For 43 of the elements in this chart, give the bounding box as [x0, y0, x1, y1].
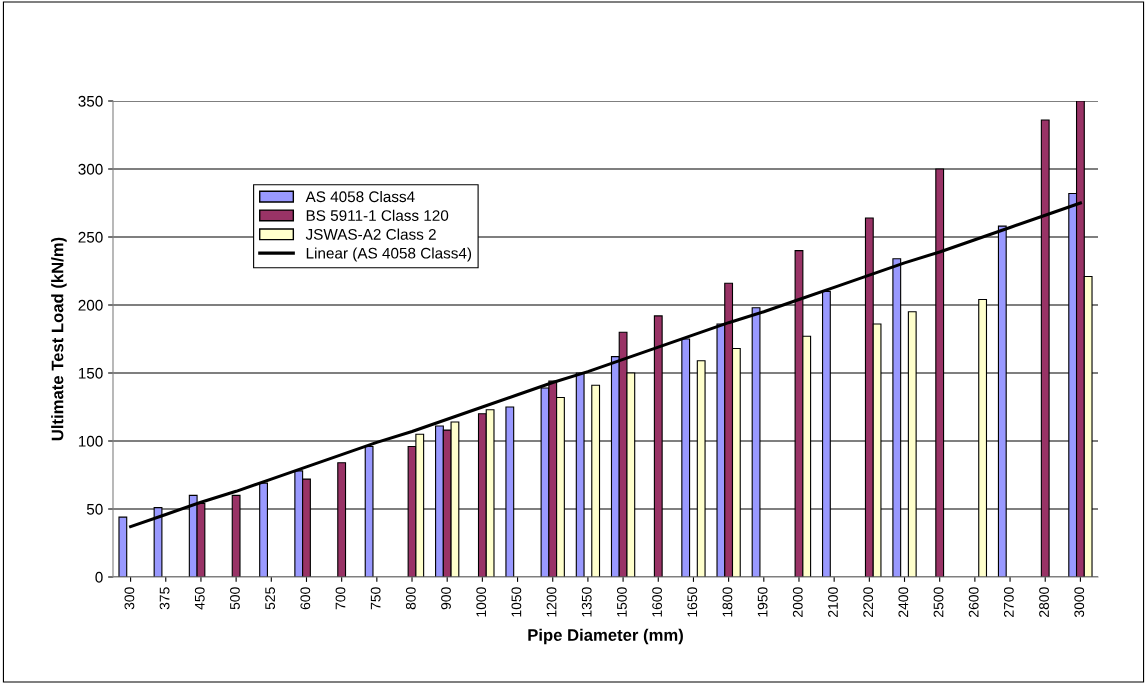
x-tick-label: 1800: [722, 587, 733, 617]
y-tick-label: 250: [78, 231, 103, 243]
legend-label: BS 5911-1 Class 120: [306, 209, 449, 221]
x-tick-label: 2500: [933, 587, 944, 617]
legend-label: JSWAS-A2 Class 2: [305, 228, 436, 240]
y-tick-label: 300: [78, 163, 103, 175]
x-tick-label: 500: [230, 587, 240, 610]
x-tick-label: 2700: [1003, 587, 1014, 617]
x-tick-label: 750: [370, 587, 381, 610]
x-axis-title: Pipe Diameter (mm): [528, 628, 683, 645]
x-tick-label: 2000: [792, 587, 803, 617]
x-tick-label: 2400: [898, 587, 909, 617]
y-tick-label: 0: [95, 571, 103, 583]
legend-label: Linear (AS 4058 Class4): [306, 247, 472, 262]
y-axis-title: Ultimate Test Load (kN/m): [51, 237, 67, 441]
x-tick-label: 3000: [1074, 587, 1085, 618]
x-tick-label: 525: [265, 587, 276, 610]
x-tick-label: 1950: [757, 587, 768, 617]
x-tick-label: 600: [300, 587, 311, 610]
y-tick-label: 350: [78, 95, 103, 107]
y-tick-label: 50: [86, 503, 103, 515]
x-tick-label: 800: [405, 587, 416, 610]
x-tick-label: 1350: [581, 587, 592, 617]
x-tick-label: 700: [335, 587, 346, 610]
x-tick-label: 900: [441, 587, 451, 610]
x-tick-label: 300: [124, 587, 135, 610]
x-tick-label: 450: [194, 587, 205, 610]
bar: [118, 516, 128, 577]
x-tick-label: 2100: [828, 587, 838, 617]
x-tick-label: 1050: [511, 587, 522, 617]
x-tick-label: 2200: [863, 587, 874, 617]
x-tick-label: 1200: [546, 587, 557, 617]
x-tick-label: 1600: [652, 587, 662, 617]
y-tick-label: 100: [78, 435, 103, 447]
x-tick-label: 1000: [476, 587, 487, 617]
legend-label: AS 4058 Class4: [305, 190, 415, 203]
x-tick-label: 2800: [1039, 587, 1049, 617]
x-tick-label: 1650: [687, 587, 698, 617]
x-tick-label: 2600: [968, 587, 979, 617]
x-tick-label: 1500: [616, 587, 627, 617]
y-tick-label: 150: [78, 367, 103, 379]
x-tick-label: 375: [159, 587, 170, 610]
y-tick-label: 200: [78, 299, 103, 311]
